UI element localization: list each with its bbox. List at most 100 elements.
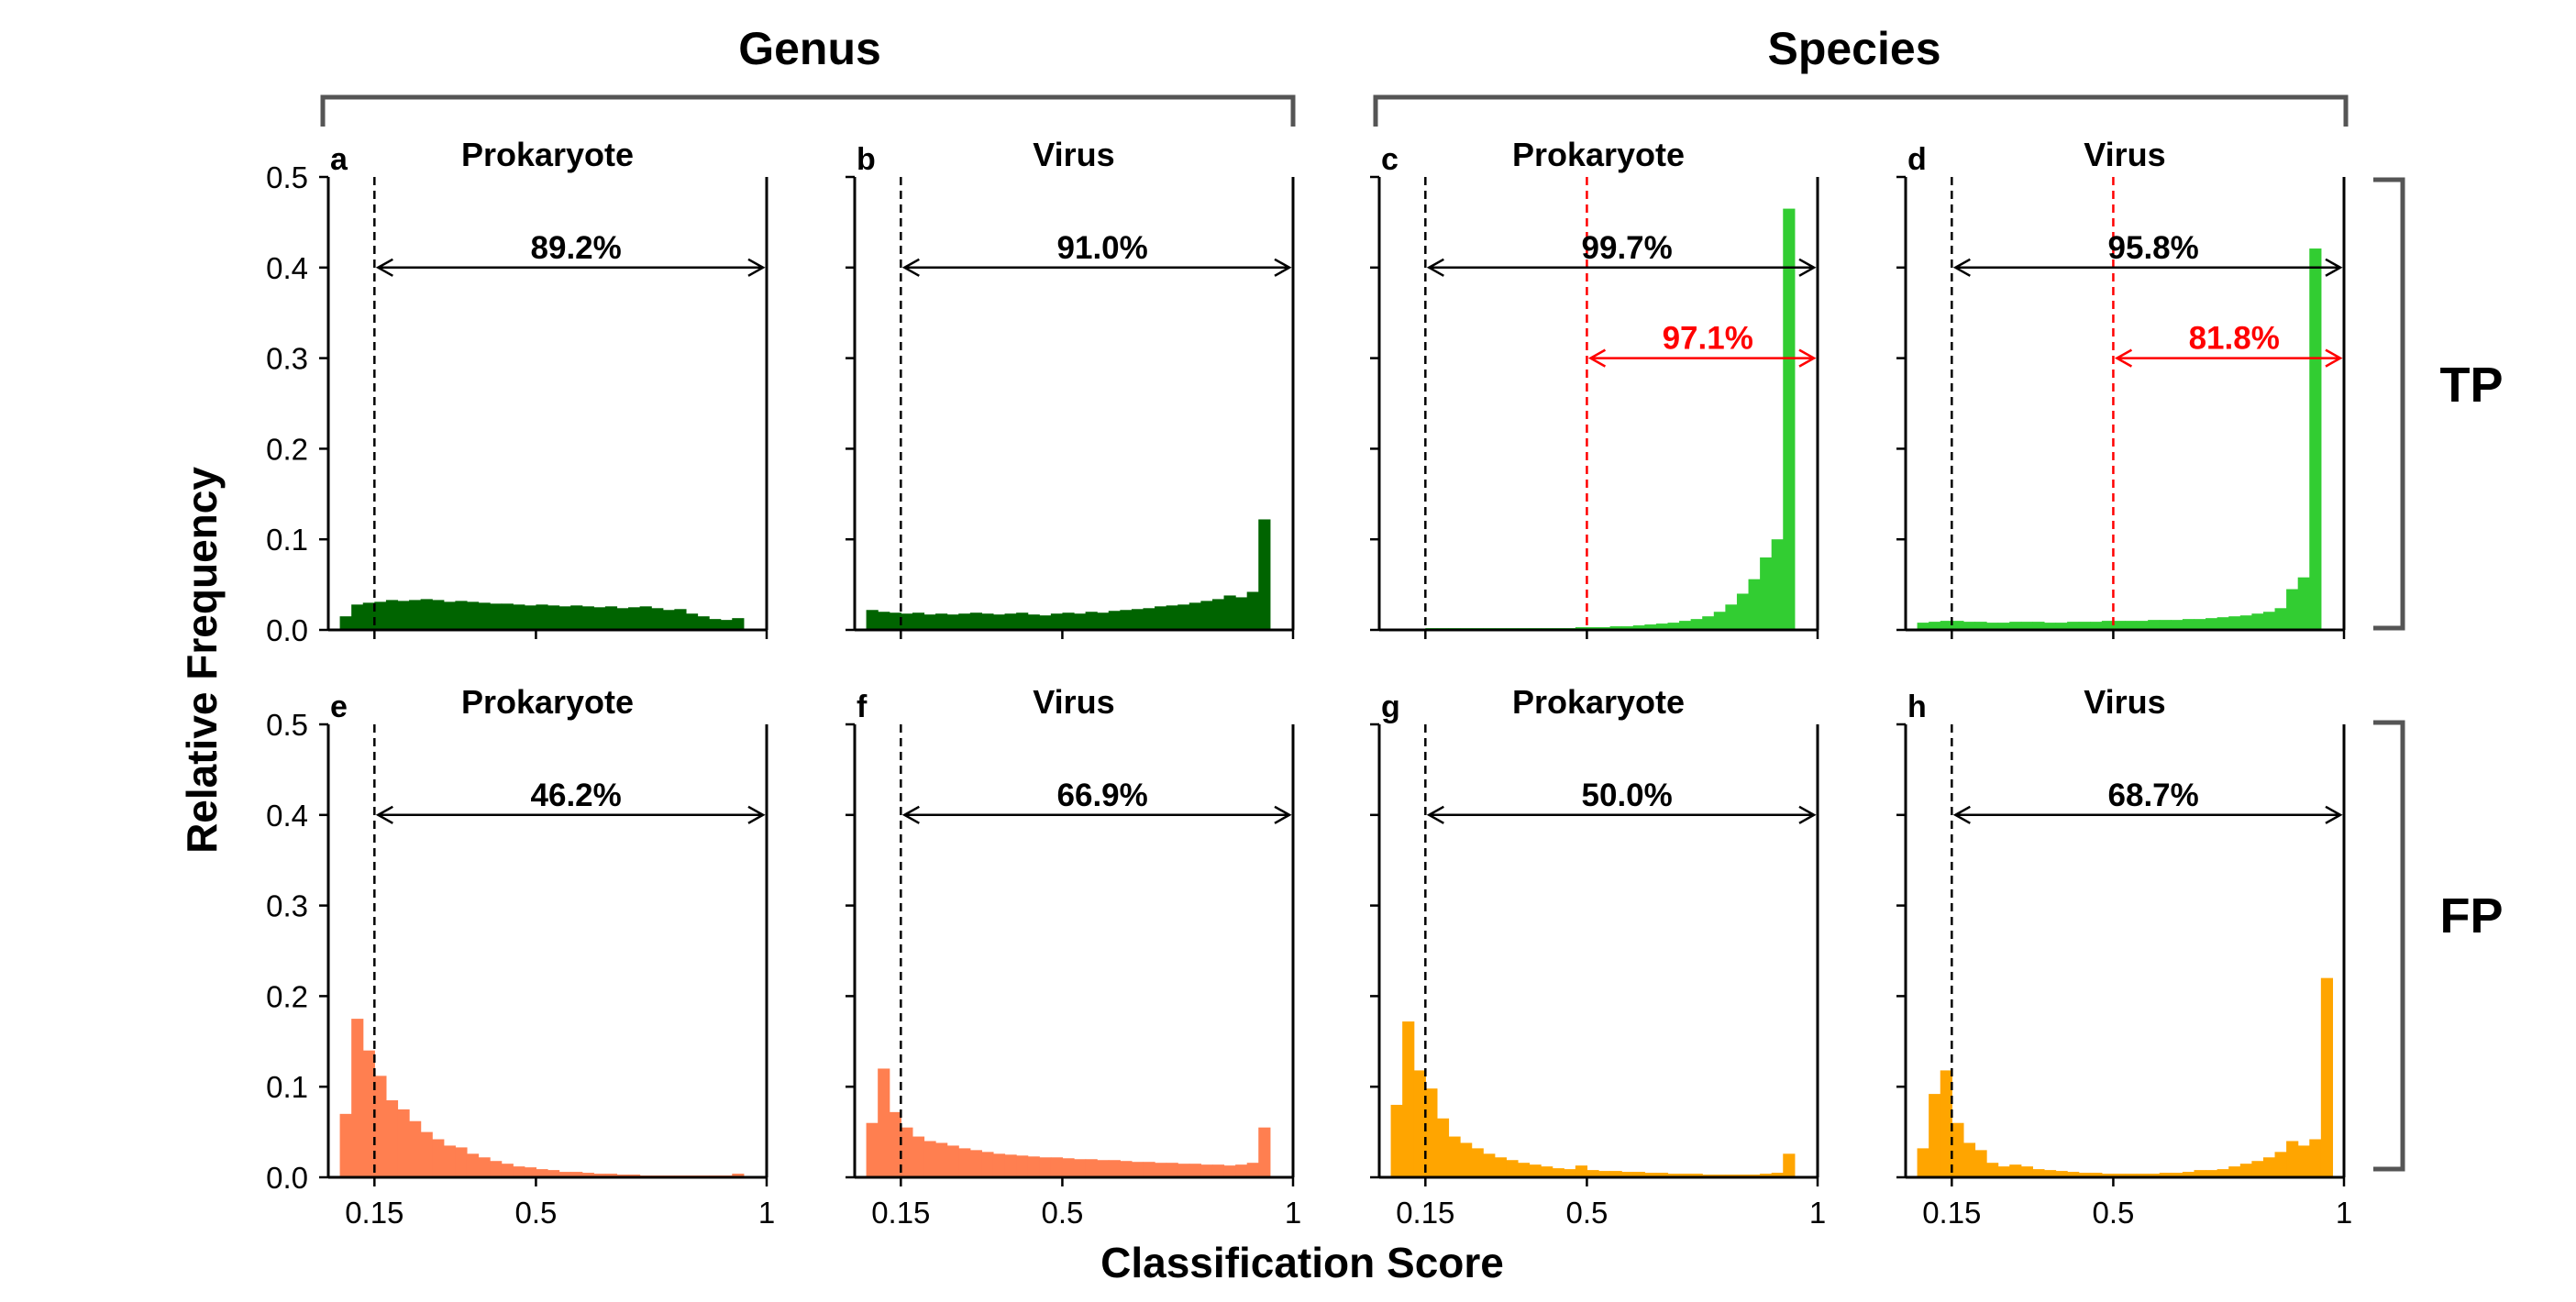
species-bracket: [1373, 94, 2349, 127]
histogram-bar: [2043, 623, 2057, 630]
histogram-bar: [1621, 626, 1634, 630]
histogram-bar: [570, 1172, 583, 1177]
histogram-bar: [432, 1139, 445, 1177]
histogram-bar: [1460, 1142, 1473, 1177]
histogram-bar: [558, 606, 571, 630]
histogram-bar: [1004, 1154, 1017, 1177]
histogram-bar: [2020, 1166, 2033, 1177]
arrowhead-left: [901, 805, 920, 824]
histogram-bar: [385, 600, 399, 630]
histogram-bar: [1200, 601, 1213, 630]
histogram-bar: [1223, 1165, 1236, 1177]
histogram-bar: [2136, 621, 2149, 630]
histogram-bar: [992, 1153, 1006, 1177]
x-tick-label: 0.15: [345, 1196, 404, 1230]
histogram-bar: [981, 613, 994, 630]
histogram-bar: [524, 605, 537, 630]
histogram-bar: [2251, 1161, 2264, 1177]
y-tick-label: 0.0: [266, 1161, 308, 1195]
histogram-bar: [547, 1170, 560, 1177]
y-tick-label: 0.2: [266, 432, 308, 466]
histogram-bar: [604, 1174, 618, 1177]
histogram-bar: [558, 1172, 571, 1177]
histogram-bar: [628, 607, 641, 630]
panel-letter: d: [1907, 142, 1927, 177]
histogram-bar: [1120, 1161, 1133, 1177]
histogram-bar: [513, 604, 525, 630]
panel-letter: e: [330, 690, 348, 724]
panel-letter: g: [1381, 690, 1400, 724]
y-tick-label: 0.5: [266, 160, 308, 194]
histogram-bar: [1771, 539, 1784, 630]
histogram-bar: [1235, 1164, 1248, 1177]
arrowhead-right: [1274, 805, 1292, 824]
histogram-bar: [536, 1169, 548, 1177]
histogram-bar: [2320, 977, 2334, 1177]
panel-letter: b: [857, 142, 876, 177]
histogram-bar: [969, 612, 982, 630]
panel-d: d Virus 95.8% 81.8%: [1896, 136, 2346, 639]
panel-title: Virus: [1033, 136, 1114, 173]
histogram-bar: [2309, 1139, 2322, 1177]
histogram-bar: [2297, 1145, 2310, 1177]
y-tick-label: 0.3: [266, 889, 308, 923]
histogram-bar: [639, 606, 652, 630]
histogram-bar: [420, 1131, 433, 1177]
fp-bracket: [2373, 720, 2405, 1172]
x-tick-label: 1: [758, 1196, 775, 1230]
y-tick-label: 0.4: [266, 251, 308, 285]
histogram-bar: [1644, 624, 1657, 630]
histogram-bar: [2125, 621, 2138, 630]
histogram-bar: [1506, 1160, 1519, 1177]
y-tick-label: 0.2: [266, 979, 308, 1013]
histogram-bar: [1690, 1174, 1703, 1177]
histogram-bar: [1494, 1157, 1507, 1177]
histogram-bar: [958, 613, 971, 630]
histogram-bar: [1655, 623, 1669, 630]
histogram-bar: [362, 1050, 375, 1177]
histogram-bar: [385, 1100, 399, 1177]
histogram-bar: [732, 1174, 745, 1177]
histogram-bar: [1575, 1165, 1588, 1177]
histogram-bar: [362, 602, 375, 630]
histogram-bar: [570, 605, 583, 630]
annotation-label: 99.7%: [1582, 230, 1673, 266]
histogram-bar: [466, 601, 480, 630]
histogram-bar: [1108, 611, 1121, 630]
histogram-bar: [946, 614, 959, 630]
histogram-bar: [969, 1150, 982, 1177]
histogram-bar: [1155, 606, 1167, 630]
histogram-bar: [674, 609, 687, 630]
histogram-bar: [443, 1145, 456, 1177]
histogram-bar: [1097, 1160, 1110, 1177]
histogram-bar: [1200, 1164, 1213, 1177]
y-tick-label: 0.3: [266, 342, 308, 376]
x-tick-label: 0.5: [2092, 1196, 2134, 1230]
histogram-bar: [2274, 1152, 2287, 1177]
histogram-bar: [2182, 1172, 2195, 1177]
histogram-bar: [2159, 620, 2172, 630]
arrowhead-left: [375, 805, 393, 824]
histogram-bar: [720, 620, 733, 630]
y-tick-label: 0.5: [266, 708, 308, 742]
histogram-bar: [1177, 1164, 1190, 1177]
arrowhead-left: [1426, 258, 1444, 277]
histogram-bar: [1062, 1158, 1075, 1177]
arrowhead-right: [2325, 258, 2343, 277]
arrowhead-right: [747, 805, 766, 824]
histogram-bar: [878, 612, 890, 630]
histogram-bar: [420, 599, 433, 630]
annotation-label: 95.8%: [2108, 230, 2199, 266]
histogram-bar: [923, 1141, 936, 1177]
histogram-bar: [1258, 519, 1271, 630]
histogram-bar: [1621, 1172, 1634, 1177]
histogram-bar: [1974, 622, 1987, 630]
histogram-bar: [709, 619, 722, 630]
histogram-bar: [593, 607, 606, 630]
histogram-bar: [992, 614, 1006, 630]
histogram-bar: [1760, 1174, 1773, 1177]
histogram-bar: [2239, 1164, 2252, 1177]
histogram-bar: [432, 600, 445, 630]
histogram-bar: [2067, 1172, 2080, 1177]
